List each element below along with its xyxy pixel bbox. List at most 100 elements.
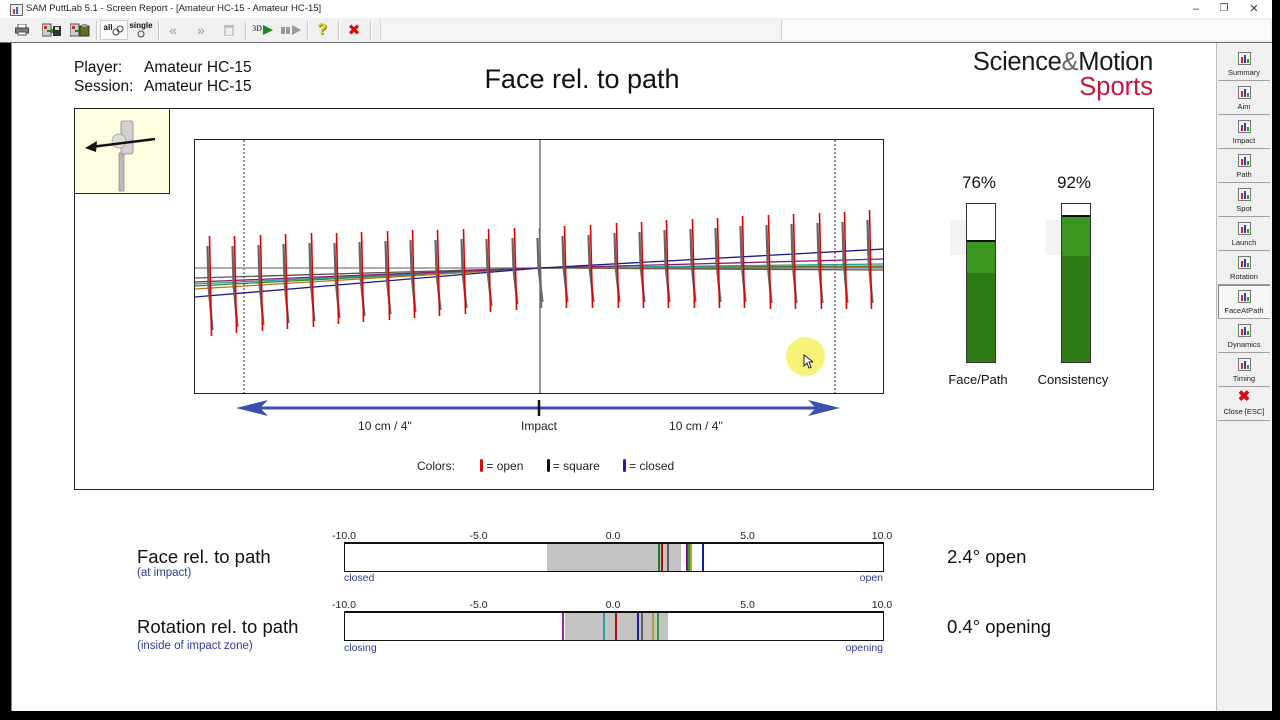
- close-window-button[interactable]: ✕: [1249, 3, 1259, 15]
- all-button[interactable]: all: [100, 20, 128, 40]
- rotation-rel-path-title: Rotation rel. to path: [137, 616, 299, 637]
- rotation-rel-path-scale: [344, 611, 884, 641]
- help-button[interactable]: ?: [317, 21, 327, 38]
- scale-tick-label: -10.0: [332, 530, 356, 542]
- toolbar: all single « » 3D ? ✖: [0, 18, 1272, 43]
- legend-closed-label: = closed: [629, 459, 675, 473]
- logo-ampersand: &: [1061, 48, 1079, 76]
- app-icon: [10, 4, 23, 16]
- single-link-icon: [137, 30, 145, 38]
- scale-tick-label: 5.0: [740, 599, 755, 611]
- sidebar-item-label: Dynamics: [1227, 340, 1261, 349]
- 3d-play-button[interactable]: 3D: [250, 21, 276, 39]
- consistency-percent: 92%: [1056, 173, 1092, 192]
- face-path-plot: [194, 139, 885, 394]
- report-chart-icon: [1237, 154, 1251, 167]
- player-value: Amateur HC-15: [144, 59, 252, 76]
- gauge-shadow: [950, 220, 966, 255]
- face-rel-path-scale: [344, 542, 884, 572]
- sidebar-item-launch[interactable]: Launch: [1218, 217, 1270, 251]
- report-chart-icon: [1237, 358, 1251, 371]
- trash-icon: [224, 25, 234, 36]
- scale-tick-label: 0.0: [605, 599, 621, 611]
- closing-label: closing: [344, 642, 377, 654]
- toolbar-separator: [338, 21, 340, 40]
- sequence-play-button[interactable]: [278, 21, 304, 39]
- face-rel-path-value: 2.4° open: [947, 546, 1027, 567]
- scale-marker: [651, 613, 654, 640]
- scale-marker: [660, 544, 663, 571]
- face-path-percent: 76%: [961, 173, 997, 192]
- sidebar-item-spot[interactable]: Spot: [1218, 183, 1270, 217]
- scale-tick-label: 0.0: [605, 530, 621, 542]
- face-rel-path-subtitle: (at impact): [137, 567, 192, 579]
- delete-button[interactable]: [217, 21, 241, 39]
- clipboard-icon: [70, 23, 90, 37]
- close-report-button[interactable]: ✖: [347, 22, 361, 39]
- sidebar-item-aim[interactable]: Aim: [1218, 81, 1270, 115]
- sidebar-item-label: Aim: [1237, 102, 1251, 111]
- report-chart-icon: [1237, 222, 1251, 235]
- sidebar-item-label: Launch: [1231, 238, 1257, 247]
- scale-tick-label: -10.0: [332, 599, 356, 611]
- gauge-fill: [1062, 214, 1090, 362]
- save-image-button[interactable]: [40, 21, 64, 39]
- sidebar-item-impact[interactable]: Impact: [1218, 115, 1270, 149]
- scale-marker: [658, 544, 661, 571]
- print-button[interactable]: [10, 21, 34, 39]
- printer-icon: [15, 24, 29, 36]
- sidebar-item-path[interactable]: Path: [1218, 149, 1270, 183]
- toolbar-separator: [370, 21, 372, 40]
- sequence-play-icon: [281, 25, 301, 35]
- sidebar-item-faceatpath[interactable]: FaceAtPath: [1218, 285, 1270, 319]
- scale-marker: [702, 544, 705, 571]
- restore-button[interactable]: ❐: [1219, 3, 1229, 14]
- square-swatch-icon: [546, 459, 550, 472]
- right-distance-label: 10 cm / 4'': [669, 419, 723, 433]
- minimize-button[interactable]: –: [1192, 3, 1200, 15]
- sidebar-item-dynamics[interactable]: Dynamics: [1218, 319, 1270, 353]
- putter-view-box: [74, 108, 170, 194]
- sidebar-item-timing[interactable]: Timing: [1218, 353, 1270, 387]
- single-button[interactable]: single: [128, 21, 154, 39]
- scale-tick-label: 10.0: [871, 530, 893, 542]
- open-label: open: [859, 572, 883, 584]
- report-chart-icon: [1237, 86, 1251, 99]
- color-legend: Colors: = open = square = closed: [417, 459, 674, 473]
- consistency-label: Consistency: [1037, 372, 1109, 387]
- scale-marker: [603, 613, 606, 640]
- report-chart-icon: [1237, 52, 1251, 65]
- sidebar-item-label: Summary: [1227, 68, 1261, 77]
- scale-marker: [657, 613, 660, 640]
- sidebar-item-summary[interactable]: Summary: [1218, 47, 1270, 81]
- gauge-shadow: [1045, 220, 1061, 255]
- gauge-fill: [967, 239, 995, 362]
- copy-clipboard-button[interactable]: [68, 21, 92, 39]
- link-icon: [112, 25, 124, 36]
- sidebar-item-rotation[interactable]: Rotation: [1218, 251, 1270, 285]
- toolbar-separator: [307, 21, 309, 40]
- sidebar-item-label: Spot: [1236, 204, 1252, 213]
- title-bar: SAM PuttLab 5.1 - Screen Report - [Amate…: [0, 0, 1272, 18]
- logo-text: Motion: [1078, 48, 1153, 76]
- legend-closed: = closed: [623, 459, 674, 473]
- play-icon: [262, 25, 273, 35]
- sidebar-item-close-esc[interactable]: ✖ Close [ESC]: [1218, 387, 1270, 421]
- sidebar-item-label: Rotation: [1230, 272, 1258, 281]
- opening-label: opening: [845, 642, 883, 654]
- face-angle-frames: [194, 140, 885, 394]
- page-title: Face rel. to path: [484, 64, 680, 94]
- toolbar-status-field: [380, 20, 782, 40]
- toolbar-separator: [96, 21, 98, 40]
- putter-direction-icon: [85, 120, 156, 192]
- next-button[interactable]: »: [197, 22, 205, 38]
- scale-marker: [667, 544, 670, 571]
- toolbar-blank-area: [782, 20, 1270, 40]
- impact-label: Impact: [520, 419, 557, 433]
- rotation-rel-path-value: 0.4° opening: [947, 616, 1052, 637]
- toolbar-separator: [245, 21, 247, 40]
- sidebar-item-label: Path: [1236, 170, 1252, 179]
- session-value: Amateur HC-15: [144, 78, 252, 95]
- previous-button[interactable]: «: [169, 22, 177, 38]
- distance-arrow: [236, 400, 840, 416]
